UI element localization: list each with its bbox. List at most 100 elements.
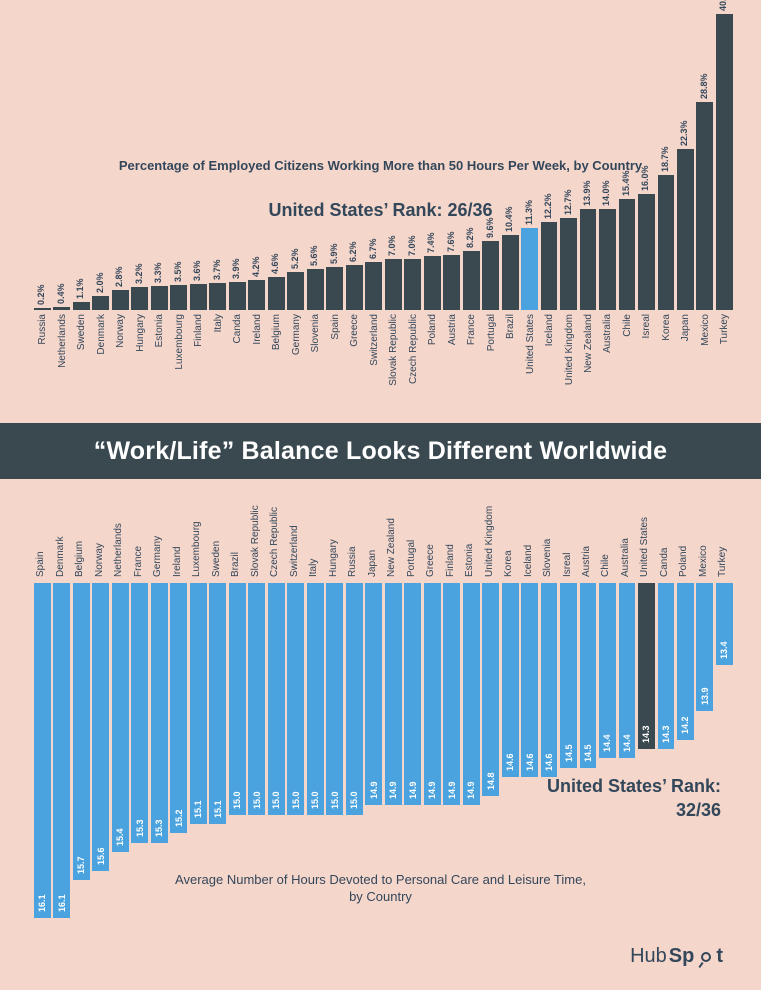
bottom-label-col: Sweden [209,479,226,583]
bottom-bar-value: 14.4 [622,735,632,753]
bottom-label-col: Canda [658,479,675,583]
top-bar-value: 7.0% [387,236,397,257]
top-bar-value: 7.6% [446,231,456,252]
bottom-bar [190,583,207,824]
bottom-bar-col: 15.3 [131,583,148,843]
bottom-label-col: Estonia [463,479,480,583]
top-bar-col: 7.6% [443,255,460,310]
top-bar-value: 8.2% [465,227,475,248]
bottom-bar [346,583,363,815]
bottom-bar-col: 15.0 [346,583,363,815]
bottom-panel: SpainDenmarkBelgiumNorwayNetherlandsFran… [0,479,761,990]
bottom-bar-label: Iceland [523,545,534,577]
top-bar [131,287,148,310]
top-bars-container: 0.2%0.4%1.1%2.0%2.8%3.2%3.3%3.5%3.6%3.7%… [34,0,733,310]
bottom-label-col: Switzerland [287,479,304,583]
top-bar-label: Poland [427,314,438,345]
bottom-label-col: Finland [443,479,460,583]
bottom-bar [209,583,226,824]
top-bar [229,282,246,310]
bottom-bar-label: Estonia [464,544,475,577]
bottom-bar-label: United Kingdom [484,506,495,577]
bottom-bar-col: 15.3 [151,583,168,843]
top-bar-label: Finland [193,314,204,347]
top-bar-label: Estonia [154,314,165,347]
top-bar [560,218,577,310]
bottom-bar-label: France [133,546,144,577]
top-bar [73,302,90,310]
top-bar [502,235,519,310]
bottom-label-col: Mexico [696,479,713,583]
top-bar-label: Ireland [252,314,263,345]
top-bar-col: 7.0% [404,259,421,310]
top-label-col: Belgium [268,310,285,423]
bottom-label-col: Japan [365,479,382,583]
bottom-bar-label: United States [639,517,650,577]
bottom-bar [385,583,402,805]
top-bar-value: 6.2% [348,242,358,263]
top-panel: 0.2%0.4%1.1%2.0%2.8%3.2%3.3%3.5%3.6%3.7%… [0,0,761,423]
bottom-bar-col: 14.9 [404,583,421,805]
top-bar-value: 6.7% [368,238,378,259]
bottom-bar-label: Finland [445,544,456,577]
infographic-root: 0.2%0.4%1.1%2.0%2.8%3.2%3.3%3.5%3.6%3.7%… [0,0,761,990]
top-label-col: Slovenia [307,310,324,423]
bottom-bar-col: 14.4 [599,583,616,758]
top-label-col: Hungary [131,310,148,423]
bottom-label-col: United Kingdom [482,479,499,583]
bottom-bar [53,583,70,918]
top-bar-label: France [466,314,477,345]
bottom-bar-col: 13.4 [716,583,733,665]
bottom-bar-label: Slovenia [542,539,553,577]
bottom-label-col: Belgium [73,479,90,583]
main-title: “Work/Life” Balance Looks Different Worl… [94,437,667,466]
bottom-bar-value: 14.9 [408,782,418,800]
top-bar-col: 11.3% [521,228,538,310]
bottom-bar-value: 14.5 [564,744,574,762]
bottom-rank-line2: 32/36 [676,800,721,820]
top-bar-value: 3.6% [192,260,202,281]
top-bar-col: 6.2% [346,265,363,310]
bottom-bar [268,583,285,815]
bottom-bar-col: 15.0 [248,583,265,815]
top-bar-col: 3.7% [209,283,226,310]
bottom-bar-label: Austria [581,546,592,577]
top-label-col: Australia [599,310,616,423]
top-bar [170,285,187,310]
bottom-bar-value: 14.9 [427,782,437,800]
logo-text-after: t [716,945,723,968]
bottom-bar-col: 14.9 [365,583,382,805]
bottom-label-col: Brazil [229,479,246,583]
bottom-bar-value: 15.0 [252,791,262,809]
bottom-bar-value: 14.6 [544,753,554,771]
top-bar-col: 2.8% [112,290,129,310]
top-label-col: Isreal [638,310,655,423]
bottom-bar-label: Russia [347,546,358,577]
top-bar [92,296,109,310]
top-bar-col: 6.7% [365,262,382,310]
top-label-col: Ireland [248,310,265,423]
bottom-bar-label: Spain [35,551,46,577]
bottom-bar-value: 14.6 [505,753,515,771]
top-bar-value: 3.9% [231,258,241,279]
top-bar-value: 3.7% [212,260,222,281]
bottom-bar-label: Australia [620,538,631,577]
top-bar-value: 1.1% [75,279,85,300]
top-bar-label: Sweden [76,314,87,350]
top-bar-col: 13.9% [580,209,597,310]
top-bar-col: 5.9% [326,267,343,310]
top-bar-col: 10.4% [502,235,519,310]
bottom-bar-label: Turkey [717,547,728,577]
top-bar [424,256,441,310]
top-bar-col: 9.6% [482,241,499,310]
bottom-label-col: Korea [502,479,519,583]
bottom-bar-value: 14.8 [486,772,496,790]
bottom-bar [560,583,577,768]
top-bar-label: Canda [232,314,243,343]
top-bar [287,272,304,310]
bottom-label-col: United States [638,479,655,583]
bottom-label-col: Poland [677,479,694,583]
top-label-col: United Kingdom [560,310,577,423]
top-bar-col: 7.4% [424,256,441,310]
bottom-label-col: Netherlands [112,479,129,583]
